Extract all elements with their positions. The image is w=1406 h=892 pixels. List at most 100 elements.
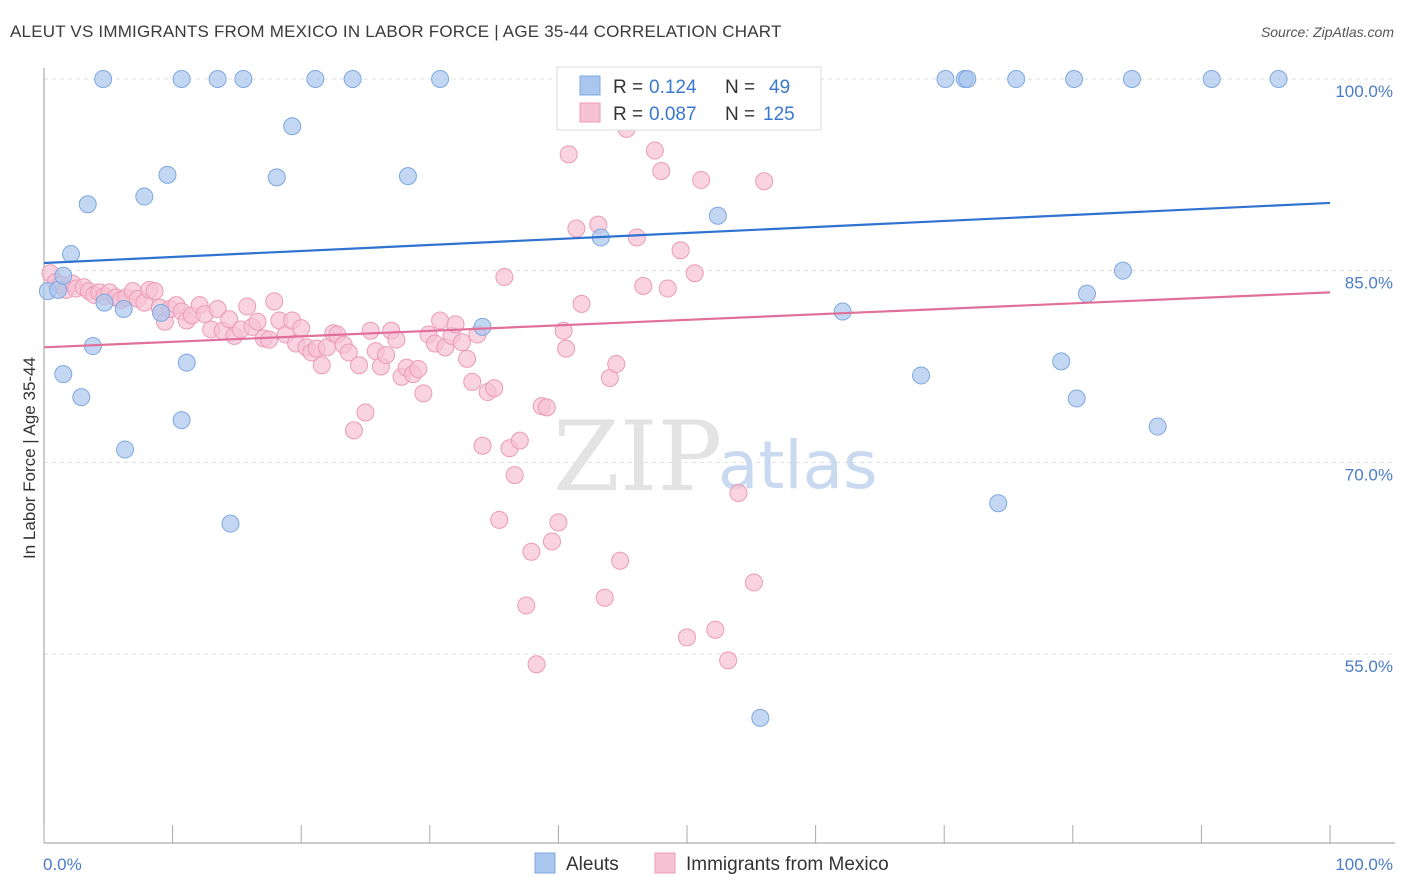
mexico-point xyxy=(755,172,774,191)
mexico-point xyxy=(260,330,279,349)
aleut-point xyxy=(833,302,852,321)
mexico-point xyxy=(645,141,664,160)
mexico-point xyxy=(356,403,375,422)
aleut-point xyxy=(989,494,1008,513)
stats-n-label-mexico: N = xyxy=(725,104,755,125)
mexico-point xyxy=(527,655,546,674)
mexico-point xyxy=(549,513,568,532)
mexico-point xyxy=(220,310,239,329)
aleut-point xyxy=(958,70,977,88)
stats-n-label-aleuts: N = xyxy=(725,77,755,98)
aleut-trend-line xyxy=(43,201,1331,265)
aleut-point xyxy=(1052,352,1071,371)
stats-n-value-mexico: 125 xyxy=(763,104,795,125)
aleut-point xyxy=(1067,389,1086,408)
trend-lines xyxy=(43,201,1331,349)
y-tick-label: 55.0% xyxy=(1345,657,1393,676)
mexico-point xyxy=(463,372,482,391)
mexico-point xyxy=(692,170,711,189)
legend-label-mexico: Immigrants from Mexico xyxy=(686,854,889,875)
aleut-point xyxy=(708,206,727,225)
watermark: ZIP atlas xyxy=(553,401,878,513)
aleut-point xyxy=(1122,70,1141,88)
stats-legend: R = 0.124 N = 49 R = 0.087 N = 125 xyxy=(556,66,822,131)
mexico-point xyxy=(265,292,284,311)
mexico-point xyxy=(510,431,529,450)
aleut-point xyxy=(343,70,362,88)
mexico-point xyxy=(312,356,331,375)
mexico-point xyxy=(292,319,311,338)
mexico-point xyxy=(387,330,406,349)
mexico-point xyxy=(458,349,477,368)
aleut-point xyxy=(936,70,955,88)
mexico-point xyxy=(678,628,696,647)
y-tick-label: 100.0% xyxy=(1335,82,1393,101)
mexico-point xyxy=(652,162,671,180)
mexico-point xyxy=(595,588,614,607)
mexico-point xyxy=(339,343,358,362)
aleut-point xyxy=(912,366,931,385)
mexico-point xyxy=(208,300,227,318)
mexico-point xyxy=(452,333,471,352)
mexico-point xyxy=(559,145,578,164)
aleut-point xyxy=(72,388,91,407)
mexico-point xyxy=(572,294,591,313)
series-mexico-points xyxy=(41,70,799,674)
aleut-point xyxy=(158,165,177,184)
aleut-point xyxy=(62,245,81,264)
aleut-point xyxy=(114,300,133,318)
mexico-point xyxy=(627,228,646,247)
aleut-point xyxy=(152,303,171,322)
stats-legend-box xyxy=(556,66,822,131)
mexico-point xyxy=(473,436,492,455)
series-aleut-points xyxy=(38,70,1288,727)
aleut-point xyxy=(431,70,450,88)
aleut-point xyxy=(54,266,73,285)
mexico-point xyxy=(248,312,267,331)
mexico-point xyxy=(485,379,504,398)
mexico-point xyxy=(350,356,369,375)
aleut-point xyxy=(473,317,492,336)
aleut-point xyxy=(1007,70,1026,88)
mexico-point xyxy=(658,279,677,298)
aleut-point xyxy=(116,440,135,459)
aleut-point xyxy=(398,167,417,186)
aleut-point xyxy=(1202,70,1221,88)
aleut-point xyxy=(283,117,302,136)
stats-r-value-mexico: 0.087 xyxy=(649,104,697,125)
aleut-point xyxy=(172,411,191,430)
mexico-point xyxy=(377,346,396,364)
gridlines xyxy=(44,78,1395,655)
aleut-point xyxy=(1077,284,1096,303)
mexico-point xyxy=(542,532,561,551)
mexico-point xyxy=(431,311,450,330)
mexico-point xyxy=(505,466,524,485)
mexico-point xyxy=(607,354,626,373)
mexico-point xyxy=(238,297,257,316)
aleut-point xyxy=(1113,261,1132,280)
mexico-point xyxy=(719,651,738,670)
mexico-point xyxy=(344,421,363,440)
x-tick-label-max: 100.0% xyxy=(1335,855,1393,874)
x-tick-label-min: 0.0% xyxy=(43,855,82,874)
mexico-point xyxy=(517,596,536,615)
mexico-point xyxy=(537,398,556,417)
aleut-point xyxy=(751,708,770,727)
mexico-point xyxy=(490,510,509,529)
mexico-point xyxy=(634,277,653,295)
source-label: Source: ZipAtlas.com xyxy=(1260,24,1394,40)
axes xyxy=(43,68,1395,844)
mexico-point xyxy=(145,282,164,301)
bottom-legend: Aleuts Immigrants from Mexico xyxy=(534,852,889,875)
y-axis-label: In Labor Force | Age 35-44 xyxy=(20,357,39,559)
aleut-point xyxy=(208,70,227,88)
aleut-point xyxy=(267,168,286,187)
mexico-point xyxy=(671,241,690,260)
mexico-point xyxy=(729,484,748,502)
stats-swatch-mexico xyxy=(579,102,601,123)
mexico-point xyxy=(567,219,586,238)
mexico-trend-line xyxy=(43,291,1331,349)
mexico-point xyxy=(522,542,541,561)
stats-r-value-aleuts: 0.124 xyxy=(649,77,697,98)
mexico-point xyxy=(706,620,725,639)
